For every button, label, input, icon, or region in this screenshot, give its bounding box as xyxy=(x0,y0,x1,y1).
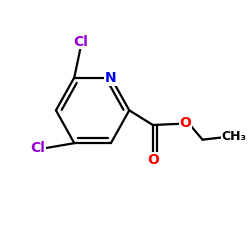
Text: O: O xyxy=(147,153,159,167)
Text: Cl: Cl xyxy=(30,141,45,155)
Text: N: N xyxy=(105,70,117,85)
Text: Cl: Cl xyxy=(73,34,88,48)
Text: O: O xyxy=(179,116,191,130)
Text: CH₃: CH₃ xyxy=(221,130,246,142)
